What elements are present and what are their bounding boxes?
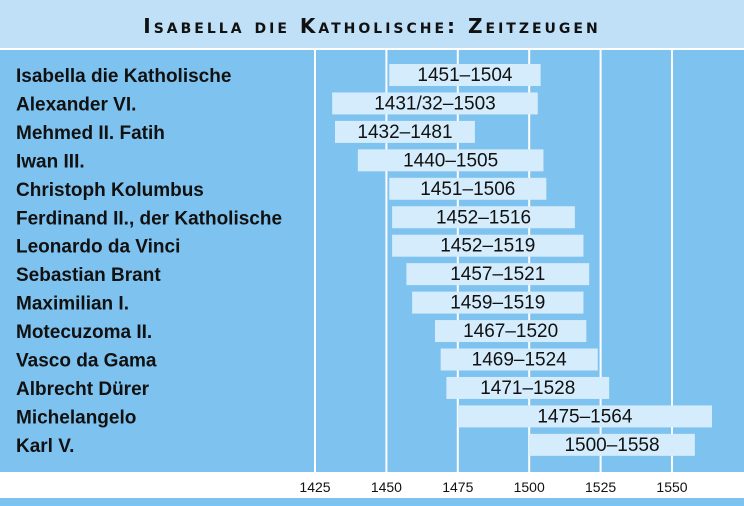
person-name: Alexander VI. bbox=[16, 94, 136, 115]
plot-background bbox=[0, 50, 744, 472]
lifespan-label: 1452–1516 bbox=[436, 207, 531, 228]
lifespan-label: 1451–1504 bbox=[417, 65, 513, 86]
lifespan-bar bbox=[389, 177, 547, 200]
x-tick-label: 1450 bbox=[371, 479, 402, 495]
lifespan-label: 1440–1505 bbox=[403, 150, 498, 171]
x-axis-ticks: 1425 1450 1475 1500 1525 1550 bbox=[299, 479, 687, 495]
x-tick-label: 1500 bbox=[514, 479, 545, 495]
lifespan-bar bbox=[440, 348, 598, 371]
x-tick-label: 1550 bbox=[656, 479, 687, 495]
person-name: Michelangelo bbox=[16, 407, 136, 428]
chart-title: Isabella die Katholische: Zeitzeugen bbox=[143, 14, 600, 38]
lifespan-label: 1457–1521 bbox=[450, 264, 545, 285]
person-name: Mehmed II. Fatih bbox=[16, 123, 165, 144]
title-band bbox=[0, 0, 744, 48]
lifespan-label: 1475–1564 bbox=[537, 406, 633, 427]
lifespan-bar bbox=[406, 263, 590, 286]
lifespan-label: 1500–1558 bbox=[564, 435, 659, 456]
lifespan-label: 1432–1481 bbox=[357, 122, 452, 143]
person-name: Vasco da Gama bbox=[16, 351, 157, 372]
person-name: Iwan III. bbox=[16, 151, 85, 172]
lifespan-bar bbox=[434, 320, 587, 343]
lifespan-label: 1452–1519 bbox=[440, 236, 535, 257]
person-name: Leonardo da Vinci bbox=[16, 237, 180, 258]
person-name: Motecuzoma II. bbox=[16, 322, 152, 343]
lifespan-bar bbox=[392, 234, 584, 257]
lifespan-bar bbox=[392, 206, 575, 229]
person-name: Sebastian Brant bbox=[16, 265, 161, 286]
lifespan-label: 1467–1520 bbox=[463, 321, 558, 342]
grid-lines bbox=[314, 50, 673, 472]
bottom-rule bbox=[0, 498, 744, 506]
row-names-group: Isabella die Katholische Alexander VI. Meh… bbox=[16, 66, 282, 457]
lifespan-bar bbox=[334, 120, 475, 143]
axis-strip bbox=[0, 472, 744, 498]
person-name: Maximilian I. bbox=[16, 294, 129, 315]
lifespan-bar bbox=[412, 291, 584, 314]
person-name: Albrecht Dürer bbox=[16, 379, 150, 400]
lifespan-bar bbox=[457, 405, 712, 428]
lifespan-label: 1459–1519 bbox=[450, 293, 545, 314]
bars-group: 1451–1504 1431/32–1503 1432–1481 1440–1505 1… bbox=[332, 64, 712, 456]
lifespan-bar bbox=[446, 376, 610, 399]
lifespan-label: 1469–1524 bbox=[472, 350, 568, 371]
person-name: Christoph Kolumbus bbox=[16, 180, 204, 201]
lifespan-bar bbox=[332, 92, 538, 115]
x-tick-label: 1425 bbox=[299, 479, 330, 495]
lifespan-bar bbox=[357, 149, 544, 172]
person-name: Karl V. bbox=[16, 436, 74, 457]
lifespan-label: 1451–1506 bbox=[420, 179, 515, 200]
person-name: Isabella die Katholische bbox=[16, 66, 231, 87]
lifespan-label: 1471–1528 bbox=[480, 378, 575, 399]
lifespan-label: 1431/32–1503 bbox=[374, 93, 496, 114]
person-name: Ferdinand II., der Katholische bbox=[16, 208, 282, 229]
x-tick-label: 1475 bbox=[442, 479, 473, 495]
x-tick-label: 1525 bbox=[585, 479, 616, 495]
lifespan-bar bbox=[529, 433, 695, 456]
lifespan-bar bbox=[389, 64, 541, 86]
